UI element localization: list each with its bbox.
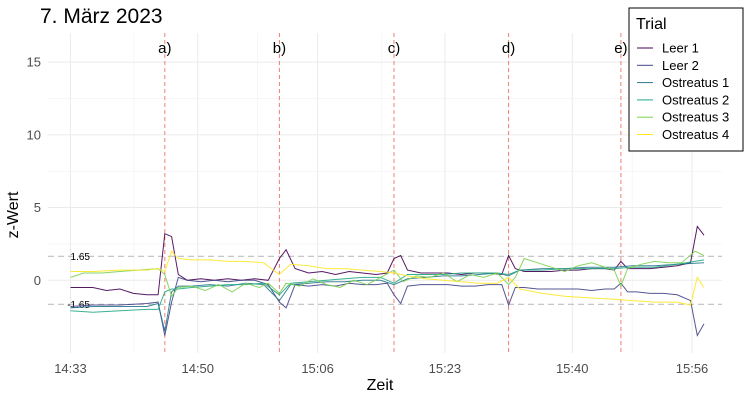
event-markers: a) b) c) d) e) xyxy=(158,33,628,353)
x-axis-title: Zeit xyxy=(367,377,394,394)
y-tick-label: 10 xyxy=(27,127,41,142)
series-line xyxy=(70,225,705,296)
event-label: b) xyxy=(273,40,286,57)
series-line xyxy=(70,276,705,337)
event-label: a) xyxy=(158,40,171,57)
legend-entry: Ostreatus 2 xyxy=(662,92,729,107)
series-line xyxy=(70,259,705,313)
legend-title: Trial xyxy=(636,16,667,33)
legend-entry: Ostreatus 4 xyxy=(662,127,729,142)
x-tick-label: 14:33 xyxy=(54,361,87,376)
legend-entry: Ostreatus 1 xyxy=(662,75,729,90)
series-lines xyxy=(70,225,705,337)
legend-entry: Ostreatus 3 xyxy=(662,110,729,125)
event-label: e) xyxy=(614,40,627,57)
y-tick-label: 5 xyxy=(34,200,41,215)
x-tick-label: 14:50 xyxy=(181,361,214,376)
y-axis-ticks: 0 5 10 15 xyxy=(27,55,41,288)
x-tick-label: 15:23 xyxy=(429,361,462,376)
series-line xyxy=(70,250,705,306)
threshold-label: -1.65 xyxy=(67,300,90,311)
y-tick-label: 15 xyxy=(27,55,41,70)
x-axis-ticks: 14:33 14:50 15:06 15:23 15:40 15:56 xyxy=(54,361,708,376)
x-tick-label: 15:40 xyxy=(556,361,589,376)
legend-box xyxy=(628,7,744,152)
legend: Trial Leer 1 Leer 2 Ostreatus 1 Ostreatus 2… xyxy=(628,7,744,152)
event-label: d) xyxy=(502,40,515,57)
y-axis-title: z-Wert xyxy=(5,191,22,238)
legend-entry: Leer 2 xyxy=(662,58,699,73)
y-tick-label: 0 xyxy=(34,273,41,288)
threshold-label: 1.65 xyxy=(71,252,91,263)
event-label: c) xyxy=(388,40,401,57)
chart-title: 7. März 2023 xyxy=(40,5,163,28)
x-tick-label: 15:06 xyxy=(301,361,334,376)
series-line xyxy=(70,250,705,298)
x-tick-label: 15:56 xyxy=(676,361,709,376)
legend-entry: Leer 1 xyxy=(662,41,699,56)
grid-lines xyxy=(48,33,722,353)
